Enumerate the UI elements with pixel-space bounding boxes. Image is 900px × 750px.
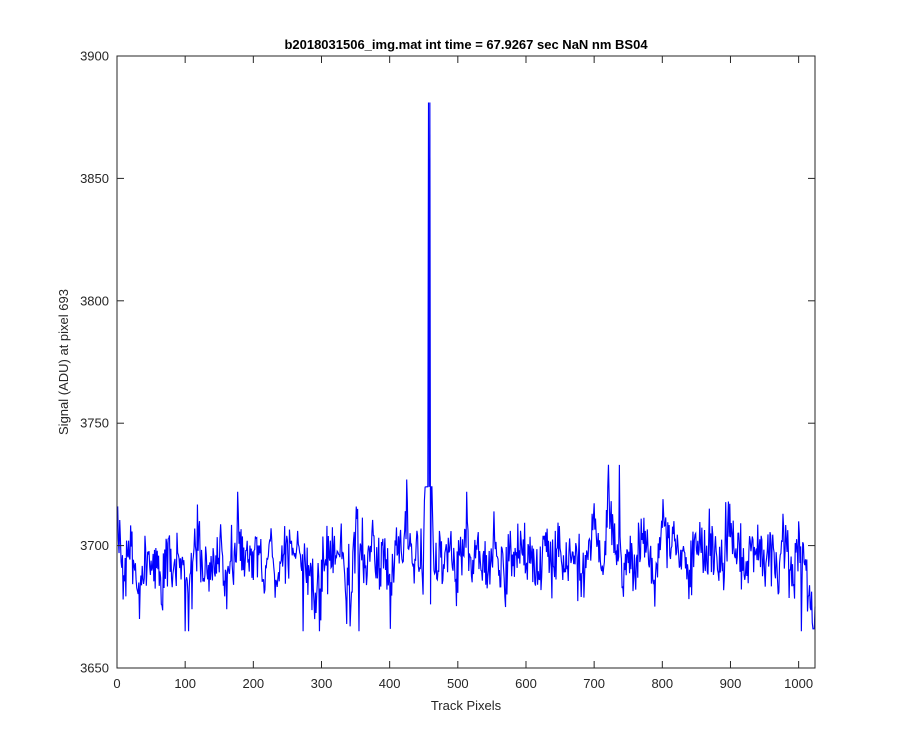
x-tick-label: 300 [311,676,333,691]
tick-layer: 0 100 200 300 400 500 600 700 800 900 1000 3650 3700… [80,49,815,691]
y-tick-label: 3700 [80,538,109,553]
y-tick-label: 3800 [80,293,109,308]
y-tick-label: 3850 [80,171,109,186]
x-tick-label: 600 [515,676,537,691]
x-tick-label: 700 [583,676,605,691]
y-axis-label: Signal (ADU) at pixel 693 [56,289,71,435]
x-axis-label: Track Pixels [431,698,502,713]
y-tick-label: 3650 [80,661,109,676]
x-tick-label: 0 [113,676,120,691]
x-tick-label: 500 [447,676,469,691]
x-tick-label: 800 [651,676,673,691]
plot-frame [116,55,816,669]
x-tick-label: 100 [174,676,196,691]
plot-background [117,56,815,668]
y-tick-label: 3900 [80,49,109,64]
y-tick-label: 3750 [80,416,109,431]
signal-line [117,102,816,632]
x-tick-label: 200 [242,676,264,691]
x-tick-label: 1000 [784,676,813,691]
series-layer [117,102,816,632]
chart-title: b2018031506_img.mat int time = 67.9267 s… [284,37,648,52]
x-tick-label: 400 [379,676,401,691]
x-tick-label: 900 [720,676,742,691]
